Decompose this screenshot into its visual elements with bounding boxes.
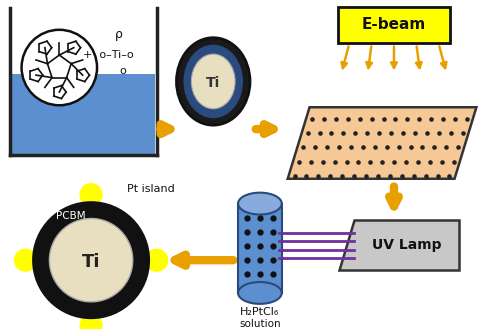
Text: ρ: ρ (115, 28, 123, 41)
Polygon shape (288, 107, 476, 179)
Ellipse shape (183, 45, 243, 118)
Text: PCBM: PCBM (56, 212, 86, 221)
Ellipse shape (191, 54, 235, 109)
Circle shape (15, 249, 36, 271)
Circle shape (80, 184, 102, 206)
Text: E-beam: E-beam (362, 17, 426, 32)
Text: Ti: Ti (206, 76, 220, 90)
Circle shape (34, 203, 149, 318)
Circle shape (146, 249, 168, 271)
Text: o: o (119, 67, 126, 76)
Circle shape (22, 30, 97, 105)
Text: Ti: Ti (82, 253, 101, 271)
Text: +  o–Ti–o: + o–Ti–o (83, 50, 133, 60)
Text: H₂PtCl₆: H₂PtCl₆ (240, 307, 280, 317)
Text: solution: solution (239, 319, 281, 329)
Text: UV Lamp: UV Lamp (372, 238, 442, 252)
FancyBboxPatch shape (338, 7, 450, 43)
Ellipse shape (238, 282, 282, 304)
Polygon shape (339, 220, 458, 270)
Circle shape (80, 315, 102, 331)
Bar (238, 204, 282, 293)
Ellipse shape (238, 193, 282, 214)
Ellipse shape (176, 38, 250, 125)
Bar (12, 74, 155, 155)
Circle shape (49, 218, 133, 302)
Text: Pt island: Pt island (127, 184, 175, 194)
